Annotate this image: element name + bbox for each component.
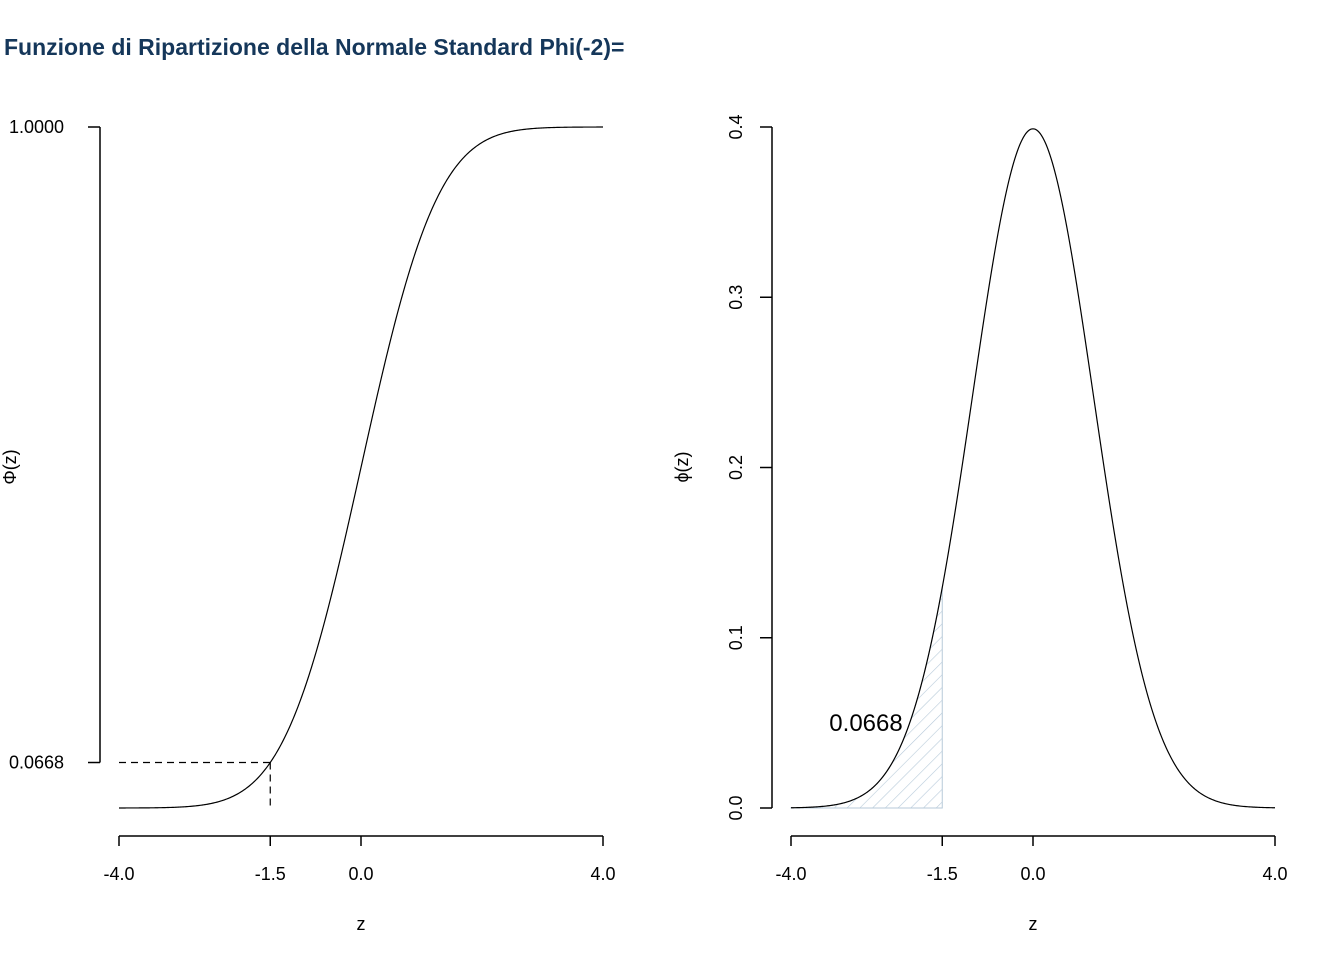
cdf-y-axis: 0.0668 1.0000 — [9, 117, 101, 773]
pdf-panel: -4.0 -1.5 0.0 4.0 0.00.10.20.30.4 0.0668 z … — [672, 114, 1288, 934]
cdf-x-axis-title: z — [357, 914, 366, 934]
pdf-area-annotation: 0.0668 — [829, 710, 902, 737]
cdf-x-tick-label: 0.0 — [348, 864, 373, 884]
cdf-y-axis-title: Φ(z) — [0, 449, 20, 484]
pdf-y-tick-label: 0.1 — [726, 625, 746, 650]
pdf-y-tick-label: 0.3 — [726, 285, 746, 310]
cdf-x-axis: -4.0 -1.5 0.0 4.0 — [103, 835, 616, 884]
chart-title: Funzione di Ripartizione della Normale S… — [4, 34, 625, 60]
cdf-x-tick-label: -1.5 — [255, 864, 286, 884]
pdf-shaded-area — [790, 587, 943, 809]
pdf-x-axis: -4.0 -1.5 0.0 4.0 — [775, 835, 1288, 884]
cdf-curve — [119, 126, 603, 809]
pdf-y-tick-label: 0.4 — [726, 114, 746, 139]
cdf-x-tick-label: 4.0 — [590, 864, 615, 884]
pdf-curve — [790, 128, 1276, 809]
cdf-x-tick-label: -4.0 — [103, 864, 134, 884]
pdf-y-tick-label: 0.2 — [726, 455, 746, 480]
cdf-panel: -4.0 -1.5 0.0 4.0 0.0668 1.0000 z Φ(z) — [0, 117, 616, 934]
pdf-x-axis-title: z — [1029, 914, 1038, 934]
pdf-x-tick-label: -1.5 — [927, 864, 958, 884]
cdf-y-tick-label: 0.0668 — [9, 753, 64, 773]
pdf-y-tick-label: 0.0 — [726, 795, 746, 820]
pdf-x-tick-label: 0.0 — [1020, 864, 1045, 884]
pdf-x-tick-label: -4.0 — [775, 864, 806, 884]
pdf-y-axis: 0.0 0.1 0.2 0.3 0.4 — [726, 114, 773, 821]
cdf-y-tick-label: 1.0000 — [9, 117, 64, 137]
pdf-x-tick-label: 4.0 — [1262, 864, 1287, 884]
pdf-y-axis-title: ϕ(z) — [672, 451, 692, 482]
